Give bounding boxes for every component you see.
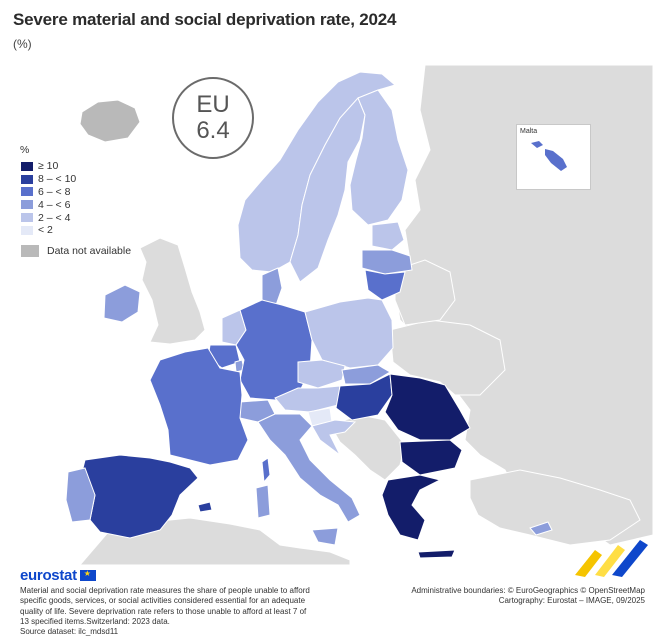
region-sicily (311, 527, 339, 546)
footer-boundaries: Administrative boundaries: © EuroGeograp… (411, 586, 645, 595)
region-turkey (469, 469, 641, 546)
footer-credits: Administrative boundaries: © EuroGeograp… (345, 586, 645, 607)
malta-inset-map (531, 141, 567, 171)
region-balearic (197, 501, 213, 513)
legend-label: 8 – < 10 (38, 173, 77, 186)
region-slovakia (341, 364, 391, 385)
malta-inset: Malta (516, 124, 591, 190)
footer-note: Material and social deprivation rate mea… (20, 586, 310, 637)
eu-flag-icon (79, 569, 96, 581)
region-ireland (103, 284, 141, 323)
region-france (149, 347, 249, 466)
legend-swatch-na (20, 243, 40, 258)
region-corsica (261, 457, 271, 484)
region-iceland (79, 99, 141, 143)
eurostat-logo: eurostat (20, 567, 96, 584)
legend-label: 6 – < 8 (38, 185, 71, 198)
region-finland (349, 89, 409, 226)
legend-label: 4 – < 6 (38, 198, 71, 211)
region-greece (381, 474, 442, 541)
map-title: Severe material and social deprivation r… (13, 10, 397, 29)
eurostat-decoration-icon (575, 540, 648, 577)
eu-badge-label: EU (196, 91, 230, 118)
legend-swatch (20, 199, 34, 211)
region-italy (257, 413, 361, 523)
region-hungary (335, 373, 393, 421)
region-lithuania (364, 269, 406, 301)
legend-title: % (20, 144, 30, 156)
legend-label: 2 – < 4 (38, 211, 71, 224)
legend-swatch (20, 186, 34, 198)
region-bulgaria (399, 439, 463, 476)
eu-badge-value: 6.4 (196, 117, 230, 144)
legend-swatch (20, 212, 34, 224)
region-denmark (261, 267, 283, 306)
region-ukraine (389, 319, 506, 396)
region-germany (235, 299, 313, 401)
map-subtitle: (%) (13, 37, 32, 51)
region-uk (139, 237, 206, 345)
region-crete (417, 549, 456, 559)
region-malta-main (545, 149, 567, 171)
footer-note-text: Material and social deprivation rate mea… (20, 586, 310, 626)
region-czechia (297, 359, 346, 389)
region-portugal (65, 467, 96, 523)
legend-swatch (20, 224, 34, 236)
region-estonia (371, 221, 405, 251)
region-belarus (394, 259, 456, 326)
footer-cartography: Cartography: Eurostat – IMAGE, 09/2025 (498, 596, 645, 606)
region-latvia (361, 249, 413, 275)
legend-item-not-available: Data not available (20, 243, 132, 258)
legend-item: 8 – < 10 (20, 173, 131, 186)
legend-item: 2 – < 4 (20, 211, 131, 224)
legend-item: ≥ 10 (20, 160, 131, 173)
legend-item: 4 – < 6 (20, 198, 131, 211)
region-croatia (311, 419, 357, 456)
region-cyprus (529, 521, 553, 536)
region-sardinia (255, 484, 271, 519)
legend-item: < 2 (20, 224, 131, 237)
legend-swatch (20, 160, 34, 172)
region-poland (304, 297, 394, 369)
region-balkans (329, 414, 406, 481)
legend-label: < 2 (38, 224, 53, 237)
footer-source: Source dataset: ilc_mdsd11 (20, 627, 119, 637)
legend-swatch (20, 173, 34, 185)
malta-inset-label: Malta (520, 128, 538, 135)
eu-average-badge: EU 6.4 (172, 77, 254, 159)
eurostat-logo-text: eurostat (20, 567, 77, 584)
region-malta (531, 141, 543, 148)
region-sweden (289, 97, 366, 283)
legend-label-na: Data not available (47, 244, 132, 257)
legend-item: 6 – < 8 (20, 186, 131, 199)
legend-label: ≥ 10 (38, 160, 59, 173)
